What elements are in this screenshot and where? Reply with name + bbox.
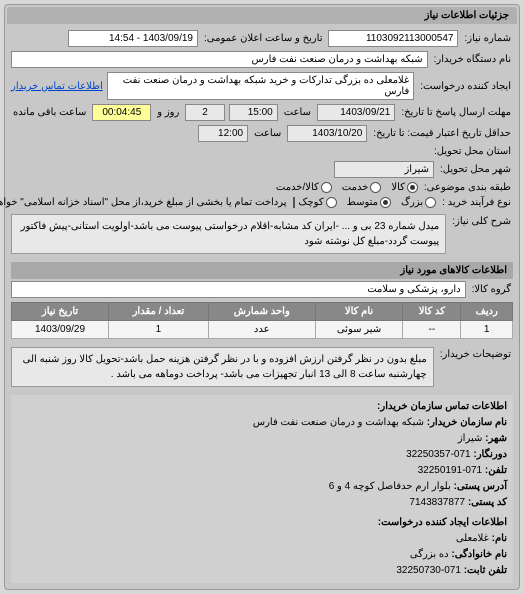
contact-phone-label: تلفن ثابت: [464, 565, 507, 576]
delivery-state-label: استان محل تحویل: [432, 146, 513, 157]
need-number-label: شماره نیاز: [462, 33, 513, 44]
time-label-1: ساعت [282, 107, 313, 118]
th-code: کد کالا [403, 303, 461, 321]
phone-value: 071-32250191 [418, 465, 483, 476]
need-number-field: 1103092113000547 [328, 30, 458, 47]
creator-field: غلامعلی ده بزرگی تدارکات و خرید شبکه بهد… [107, 72, 414, 100]
group-label: گروه کالا: [470, 284, 513, 295]
validity-label: حداقل تاریخ اعتبار قیمت: تا تاریخ: [371, 128, 513, 139]
days-field: 2 [185, 104, 224, 121]
process-radio-small[interactable]: کوچک [299, 197, 337, 208]
deadline-time-field: 15:00 [229, 104, 278, 121]
payment-note: پرداخت تمام یا بخشی از مبلغ خرید،از محل … [0, 197, 289, 208]
family-value: ده بزرگی [410, 549, 449, 560]
notes-box: مبلغ بدون در نظر گرفتن ارزش افزوده و با … [11, 347, 434, 387]
org-name-label: نام سازمان خریدار: [427, 417, 507, 428]
packaging-radio-goods[interactable]: کالا [391, 182, 418, 193]
th-qty: تعداد / مقدار [109, 303, 209, 321]
td-qty: 1 [109, 321, 209, 339]
org-name: شبکه بهداشت و درمان صنعت نفت فارس [253, 417, 424, 428]
remain-label: ساعت باقی مانده [11, 107, 88, 118]
th-name: نام کالا [315, 303, 403, 321]
validity-date-field: 1403/10/20 [287, 125, 367, 142]
address-label: آدرس پستی: [454, 481, 507, 492]
td-row: 1 [461, 321, 513, 339]
remain-time-field: 00:04:45 [92, 104, 151, 121]
table-row: 1 -- شیر سوئی عدد 1 1403/09/29 [12, 321, 513, 339]
th-row: ردیف [461, 303, 513, 321]
goods-table: ردیف کد کالا نام کالا واحد شمارش تعداد /… [11, 302, 513, 339]
th-date: تاریخ نیاز [12, 303, 109, 321]
radio-icon [425, 197, 436, 208]
main-desc-label: شرح کلی نیاز: [450, 212, 513, 227]
deadline-date-field: 1403/09/21 [317, 104, 395, 121]
time-label-2: ساعت [252, 128, 283, 139]
device-field: شبکه بهداشت و درمان صنعت نفت فارس [11, 51, 428, 68]
payment-checkbox[interactable] [293, 197, 295, 208]
deadline-label: مهلت ارسال پاسخ تا تاریخ: [399, 107, 513, 118]
details-panel: جزئیات اطلاعات نیاز شماره نیاز: 11030921… [4, 4, 520, 590]
packaging-radio-both[interactable]: کالا/خدمت [276, 182, 332, 193]
radio-label: کالا [391, 182, 405, 193]
address-value: بلوار ارم حدفاصل کوچه 4 و 6 [329, 481, 451, 492]
group-field: دارو، پزشکی و سلامت [11, 281, 466, 298]
process-radio-large[interactable]: بزرگ [401, 197, 436, 208]
panel-title: جزئیات اطلاعات نیاز [7, 7, 517, 24]
process-radio-group: بزرگ متوسط کوچک [299, 197, 437, 208]
packaging-radio-service[interactable]: خدمت [342, 182, 382, 193]
process-radio-medium[interactable]: متوسط [347, 197, 391, 208]
radio-label: کالا/خدمت [276, 182, 319, 193]
delivery-city-label: شهر محل تحویل: [438, 164, 513, 175]
radio-icon [321, 182, 332, 193]
delivery-city-field: شیراز [334, 161, 434, 178]
packaging-label: طبقه بندی موضوعی: [422, 182, 513, 193]
phone-label: تلفن: [485, 465, 507, 476]
process-label: نوع فرآیند خرید : [440, 197, 513, 208]
radio-icon [326, 197, 337, 208]
name-value: غلامعلی [456, 533, 489, 544]
device-label: نام دستگاه خریدار: [432, 54, 513, 65]
radio-label: خدمت [342, 182, 369, 193]
city-value: شیراز [458, 433, 483, 444]
fax-label: دورنگار: [473, 449, 507, 460]
fax-value: 071-32250357 [406, 449, 471, 460]
announce-field: 1403/09/19 - 14:54 [68, 30, 198, 47]
radio-icon [370, 182, 381, 193]
goods-section-header: اطلاعات کالاهای مورد نیاز [11, 262, 513, 279]
creator-label: ایجاد کننده درخواست: [418, 81, 513, 92]
days-label: روز و [155, 107, 181, 118]
contact-link[interactable]: اطلاعات تماس خریدار [11, 81, 103, 92]
main-desc-box: میدل شماره 23 بی و ... -ایران کد مشابه-ا… [11, 214, 446, 254]
contact-header: اطلاعات تماس سازمان خریدار: [377, 401, 507, 412]
radio-icon [407, 182, 418, 193]
td-name: شیر سوئی [315, 321, 403, 339]
contact-phone-value: 071-32250730 [396, 565, 461, 576]
contact-section: اطلاعات تماس سازمان خریدار: نام سازمان خ… [11, 395, 513, 583]
td-unit: عدد [208, 321, 315, 339]
panel-body: شماره نیاز: 1103092113000547 تاریخ و ساع… [7, 24, 517, 587]
packaging-radio-group: کالا خدمت کالا/خدمت [276, 182, 418, 193]
td-date: 1403/09/29 [12, 321, 109, 339]
name-label: نام: [492, 533, 507, 544]
creator-info-header: اطلاعات ایجاد کننده درخواست: [378, 517, 507, 528]
radio-label: متوسط [347, 197, 378, 208]
radio-label: بزرگ [401, 197, 423, 208]
radio-icon [380, 197, 391, 208]
radio-label: کوچک [299, 197, 324, 208]
th-unit: واحد شمارش [208, 303, 315, 321]
postal-value: 7143837877 [409, 497, 465, 508]
family-label: نام خانوادگی: [451, 549, 507, 560]
validity-time-field: 12:00 [198, 125, 248, 142]
notes-label: توضیحات خریدار: [438, 345, 513, 360]
td-code: -- [403, 321, 461, 339]
city-label: شهر: [485, 433, 507, 444]
postal-label: کد پستی: [468, 497, 507, 508]
announce-label: تاریخ و ساعت اعلان عمومی: [202, 33, 325, 44]
